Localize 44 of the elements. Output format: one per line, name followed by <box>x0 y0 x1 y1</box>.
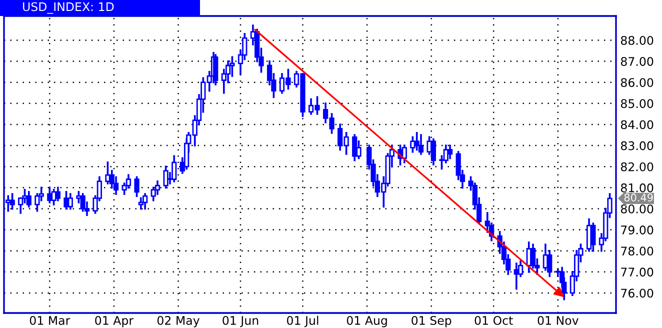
y-tick-label: 77.00 <box>621 268 654 277</box>
candlestick <box>430 138 436 166</box>
y-tick-label: 85.00 <box>620 99 654 108</box>
x-tick-label: 01 Sep <box>412 316 452 328</box>
candlestick <box>418 134 424 155</box>
y-tick-label: 84.00 <box>620 120 654 130</box>
x-tick-label: 01 Aug <box>346 316 387 328</box>
y-tick-label: 80.00 <box>620 204 654 214</box>
candlestick <box>134 176 140 197</box>
y-tick-label: 88.00 <box>620 36 654 45</box>
candlestick <box>51 188 56 206</box>
x-tick-label: 01 Nov <box>538 316 578 325</box>
chart-title: USD_INDEX: 1D <box>23 2 114 14</box>
candlestick <box>55 186 60 202</box>
x-tick-label: 01 Oct <box>474 316 513 325</box>
candlestick <box>138 197 144 210</box>
y-tick-label: 76.00 <box>621 288 654 298</box>
y-tick-label: 78.00 <box>621 246 654 256</box>
x-tick-label: 01 Jul <box>287 316 318 328</box>
annotation: 80.49 <box>624 194 653 202</box>
y-tick-label: 82.00 <box>620 162 654 172</box>
x-tick-label: 01 Jun <box>222 316 258 328</box>
y-tick-label: 86.00 <box>620 78 654 88</box>
candlestick <box>447 144 453 160</box>
candlestick <box>402 144 407 164</box>
y-tick-label: 79.00 <box>621 226 654 234</box>
candlestick <box>172 155 177 182</box>
y-tick-label: 81.00 <box>620 183 654 192</box>
candlestick <box>68 193 73 210</box>
candlestick <box>356 140 362 160</box>
candlestick <box>142 193 148 210</box>
candlestick <box>105 161 110 184</box>
candlestick <box>64 190 69 210</box>
candlestick <box>410 136 416 153</box>
x-tick-label: 01 Mar <box>30 316 70 325</box>
candlestick <box>590 222 596 252</box>
x-tick-label: 01 Apr <box>95 316 134 328</box>
candlestick <box>414 132 420 151</box>
x-tick-label: 02 May <box>157 316 200 328</box>
candlestick <box>80 193 86 212</box>
candlestick <box>163 166 168 189</box>
y-tick-label: 87.00 <box>620 57 654 66</box>
y-tick-label: 83.00 <box>620 141 654 150</box>
candlestick <box>352 134 358 162</box>
